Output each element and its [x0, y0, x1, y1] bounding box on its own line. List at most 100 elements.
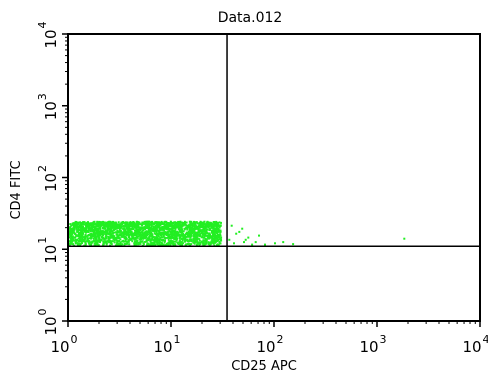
scatter-point: [70, 230, 73, 233]
scatter-point: [107, 222, 110, 225]
scatter-point: [211, 238, 214, 241]
scatter-point: [124, 228, 127, 231]
scatter-point: [129, 233, 132, 235]
scatter-point: [168, 234, 171, 237]
scatter-point: [188, 235, 191, 238]
scatter-point: [129, 228, 131, 231]
scatter-point: [142, 222, 145, 225]
y-tick-group: 103: [36, 93, 60, 120]
scatter-point: [93, 231, 96, 234]
scatter-point: [112, 238, 115, 240]
scatter-point: [212, 240, 215, 243]
scatter-point: [195, 243, 198, 246]
scatter-point: [102, 237, 105, 240]
scatter-point: [208, 243, 210, 245]
scatter-point: [137, 230, 140, 233]
scatter-point: [78, 235, 81, 238]
scatter-point: [219, 242, 222, 245]
scatter-point: [98, 237, 101, 240]
scatter-point: [104, 241, 107, 244]
scatter-point: [176, 241, 179, 244]
scatter-point: [119, 241, 122, 244]
scatter-point: [182, 222, 185, 224]
scatter-point: [180, 233, 183, 236]
scatter-point: [101, 227, 104, 230]
scatter-point: [93, 239, 96, 242]
scatter-point: [96, 242, 99, 245]
scatter-point: [103, 238, 106, 241]
scatter-point: [139, 223, 142, 226]
scatter-point: [78, 237, 81, 240]
scatter-point: [212, 223, 215, 226]
scatter-point: [168, 230, 171, 232]
scatter-point: [169, 236, 171, 239]
scatter-point: [167, 238, 170, 241]
scatter-point: [125, 238, 127, 241]
scatter-point: [106, 228, 109, 231]
scatter-point: [172, 227, 175, 229]
scatter-point: [109, 234, 112, 237]
scatter-point: [134, 226, 137, 229]
scatter-point: [85, 226, 88, 229]
scatter-point: [113, 238, 116, 241]
scatter-point: [158, 231, 161, 234]
scatter-point: [83, 239, 86, 242]
scatter-point: [95, 225, 98, 228]
scatter-point: [233, 242, 235, 245]
scatter-point: [85, 223, 88, 226]
scatter-point: [95, 235, 98, 238]
y-tick-label: 10: [42, 29, 60, 48]
scatter-point: [141, 224, 144, 227]
scatter-point: [76, 225, 79, 228]
scatter-point: [190, 234, 193, 236]
scatter-point: [87, 228, 90, 231]
scatter-point: [207, 241, 210, 244]
scatter-point: [107, 238, 110, 241]
scatter-point: [134, 231, 137, 234]
scatter-point: [212, 229, 215, 232]
scatter-point: [204, 229, 207, 232]
scatter-point: [174, 226, 177, 229]
scatter-point: [174, 240, 177, 243]
scatter-point: [179, 231, 182, 234]
scatter-point: [167, 244, 170, 247]
scatter-point: [209, 236, 212, 239]
scatter-point: [180, 230, 183, 233]
scatter-point: [127, 239, 130, 242]
scatter-point: [138, 238, 141, 241]
y-tick-exponent: 4: [36, 22, 49, 29]
scatter-point: [89, 235, 92, 238]
scatter-point: [81, 223, 84, 226]
scatter-point: [159, 238, 162, 241]
scatter-point: [82, 238, 84, 241]
scatter-point: [198, 238, 201, 241]
scatter-point: [107, 233, 110, 235]
y-tick-exponent: 1: [36, 237, 49, 244]
scatter-point: [180, 221, 183, 224]
scatter-point: [98, 224, 101, 227]
scatter-point: [128, 236, 130, 238]
scatter-point: [204, 227, 207, 230]
scatter-point: [163, 226, 166, 229]
scatter-point: [114, 228, 117, 231]
scatter-point: [164, 239, 166, 242]
scatter-point: [193, 231, 196, 234]
scatter-point: [196, 232, 199, 235]
scatter-point: [99, 230, 102, 233]
scatter-point: [72, 230, 75, 233]
scatter-point: [162, 238, 165, 241]
scatter-point: [110, 223, 113, 226]
scatter-point: [185, 224, 188, 227]
scatter-point: [215, 229, 218, 232]
scatter-point: [158, 244, 161, 247]
scatter-point: [123, 221, 126, 224]
scatter-point: [188, 228, 191, 231]
scatter-point: [90, 244, 93, 246]
scatter-point: [119, 223, 122, 226]
scatter-point: [173, 233, 176, 236]
scatter-point: [199, 232, 202, 235]
scatter-point: [198, 225, 201, 228]
scatter-point: [121, 223, 124, 226]
scatter-point: [217, 243, 220, 246]
scatter-point: [120, 235, 123, 238]
